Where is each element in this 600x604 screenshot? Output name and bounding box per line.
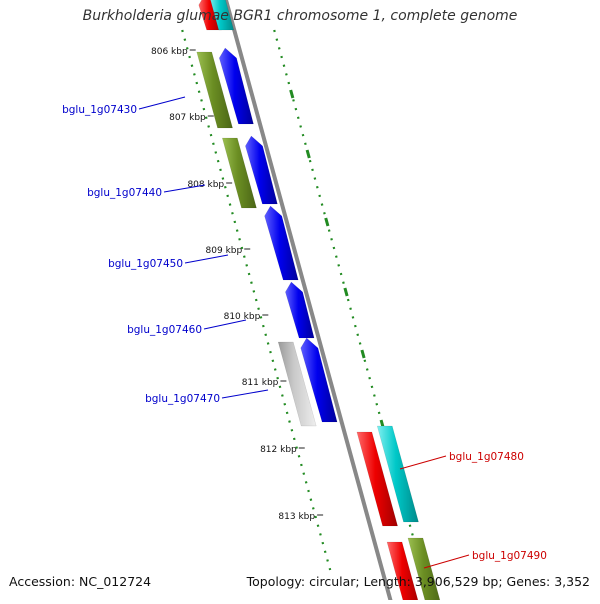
gene-label-leader-1 — [163, 184, 206, 193]
gene-arrow-11 — [376, 425, 419, 523]
gene-arrow-3 — [218, 47, 254, 125]
gene-arrow-1 — [210, 0, 235, 31]
kbp-tick-label-5: 811 kbp — [242, 378, 279, 388]
gene-arrow-10 — [356, 431, 398, 527]
gc-dots-left — [181, 29, 332, 571]
gene-label-leader-6 — [423, 554, 470, 569]
gene-label-5: bglu_1g07480 — [449, 451, 524, 463]
gene-arrow-8 — [277, 341, 317, 427]
kbp-ticks: 806 kbp 807 kbp 808 kbp 809 kbp 810 kbp 811 k… — [151, 47, 324, 522]
gene-label-4: bglu_1g07470 — [145, 393, 220, 405]
kbp-tick-label-2: 808 kbp — [187, 180, 224, 190]
gene-arrow-6 — [264, 205, 299, 281]
gene-label-2: bglu_1g07450 — [108, 258, 183, 270]
gene-arrow-12 — [386, 541, 420, 604]
gc-dash-2 — [324, 217, 330, 227]
gene-label-1: bglu_1g07440 — [87, 187, 162, 199]
kbp-tick-label-3: 809 kbp — [206, 246, 243, 256]
backbone-line — [223, 0, 394, 604]
gene-arrow-4 — [221, 137, 257, 209]
gc-dash-4 — [360, 349, 366, 359]
accession-text: Accession: NC_012724 — [9, 574, 152, 589]
gene-label-leader-4 — [221, 389, 269, 399]
gc-dash-0 — [289, 89, 295, 99]
gc-dash-3 — [343, 287, 349, 297]
gene-label-6: bglu_1g07490 — [472, 550, 547, 562]
kbp-tick-label-7: 813 kbp — [278, 512, 315, 522]
backbone — [223, 0, 394, 604]
kbp-tick-label-6: 812 kbp — [260, 445, 297, 455]
gene-arrow-5 — [245, 135, 278, 205]
gene-label-leader-3 — [203, 319, 247, 330]
topology-summary: Topology: circular; Length: 3,906,529 bp… — [246, 574, 590, 589]
map-title: Burkholderia glumae BGR1 chromosome 1, c… — [82, 8, 518, 24]
kbp-tick-label-1: 807 kbp — [169, 113, 206, 123]
gene-label-0: bglu_1g07430 — [62, 104, 137, 116]
gene-label-3: bglu_1g07460 — [127, 324, 202, 336]
gene-labels: bglu_1g07430 bglu_1g07440 bglu_1g07450bglu… — [62, 96, 547, 569]
gene-track — [196, 0, 442, 604]
kbp-tick-label-4: 810 kbp — [224, 312, 261, 322]
gene-arrow-9 — [300, 337, 338, 423]
kbp-tick-label-0: 806 kbp — [151, 47, 188, 57]
gene-label-leader-2 — [184, 254, 229, 264]
gene-arrow-13 — [407, 537, 442, 604]
gene-arrow-2 — [196, 51, 233, 129]
gene-label-leader-5 — [399, 455, 447, 470]
gene-label-leader-0 — [138, 96, 186, 110]
gc-dash-1 — [305, 149, 311, 159]
